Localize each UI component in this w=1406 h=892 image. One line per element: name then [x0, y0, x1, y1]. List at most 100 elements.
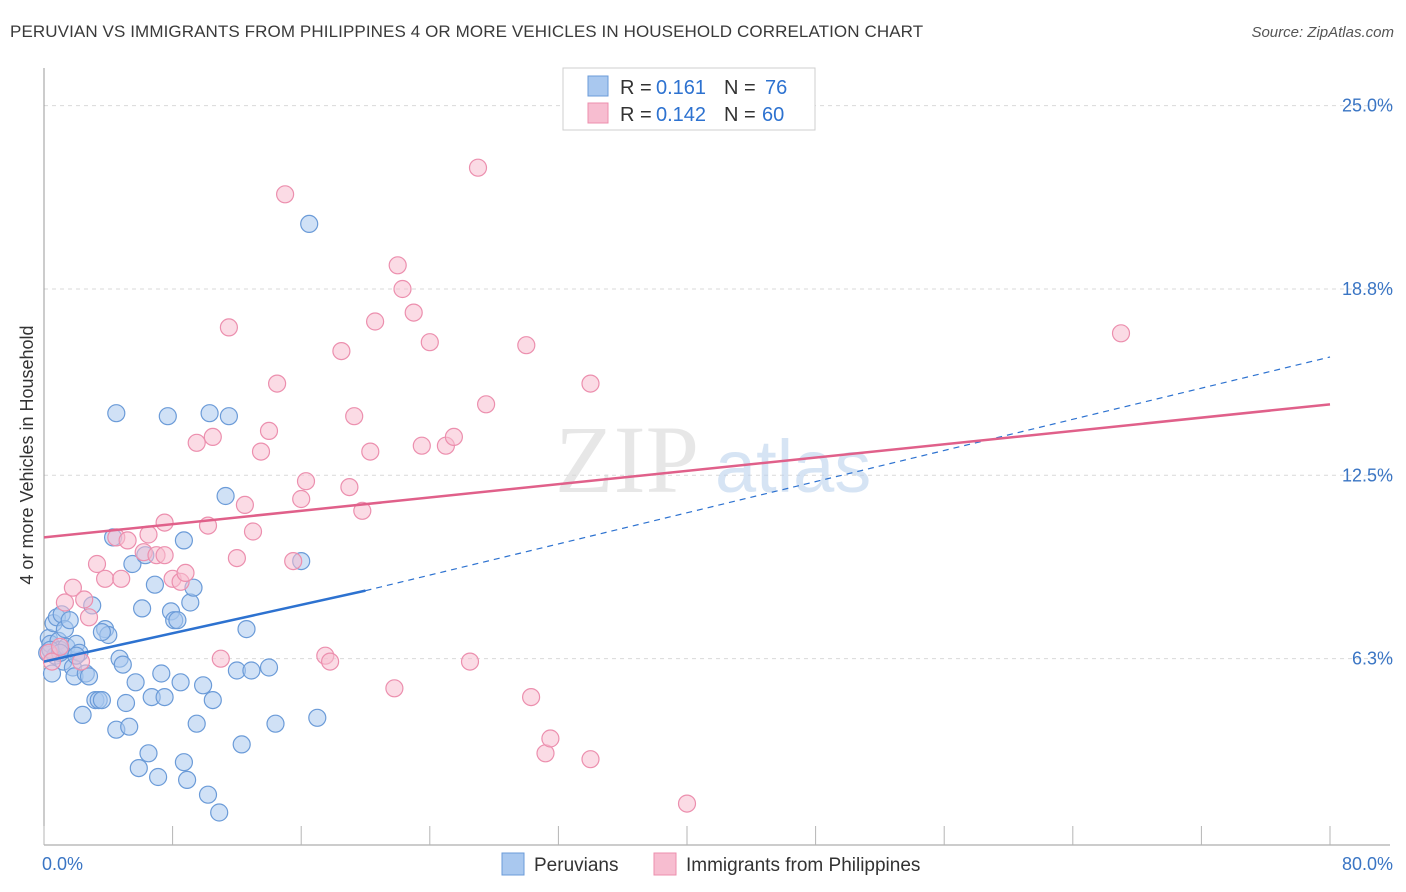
peruvians-point-13: [60, 611, 79, 630]
bottom-legend-label-philippines: Immigrants from Philippines: [686, 855, 920, 876]
legend-r-value-1: 0.161: [656, 77, 706, 99]
peruvians-point-61: [232, 735, 251, 754]
legend-swatch-peruvians: [587, 75, 609, 97]
philippines-point-47: [404, 303, 423, 322]
peruvians-point-74: [92, 622, 112, 642]
philippines-point-24: [211, 649, 230, 668]
chart-source: Source: ZipAtlas.com: [1251, 24, 1394, 41]
peruvians-point-59: [219, 407, 238, 426]
philippines-point-33: [284, 551, 303, 571]
philippines-point-48: [412, 436, 431, 455]
peruvians-point-31: [116, 693, 136, 713]
philippines-point-49: [420, 333, 439, 352]
peruvians-point-24: [92, 690, 112, 710]
philippines-point-31: [268, 374, 287, 393]
philippines-point-51: [444, 427, 463, 446]
bottom-legend-swatch-philippines: [653, 852, 677, 876]
peruvians-point-62: [237, 619, 256, 639]
peruvians-point-34: [126, 673, 145, 692]
legend-r-value-2: 0.142: [656, 104, 706, 126]
x-tick-label-max: 80.0%: [1342, 854, 1393, 874]
philippines-point-58: [541, 729, 560, 748]
peruvians-point-36: [133, 599, 152, 618]
philippines-point-38: [332, 342, 351, 361]
trend-lines: [43, 356, 1331, 663]
philippines-point-20: [176, 563, 195, 583]
philippines-point-29: [251, 442, 271, 461]
philippines-point-43: [366, 312, 385, 331]
philippines-trend: [43, 403, 1331, 539]
philippines-point-4: [63, 578, 83, 597]
peruvians-point-50: [178, 770, 197, 790]
philippines-point-27: [235, 495, 254, 514]
legend-n-value-2: 60: [762, 104, 784, 126]
philippines-point-42: [361, 442, 380, 461]
philippines-point-30: [259, 421, 279, 440]
peruvians-point-53: [187, 714, 206, 733]
philippines-point-34: [292, 489, 311, 509]
peruvians-point-38: [139, 744, 158, 763]
philippines-point-8: [87, 554, 107, 574]
philippines-point-59: [581, 750, 600, 769]
philippines-point-26: [227, 548, 246, 568]
philippines-point-40: [345, 407, 364, 426]
philippines-point-56: [521, 687, 541, 707]
peruvians-point-70: [200, 404, 219, 423]
peruvians-point-49: [174, 753, 193, 772]
philippines-point-25: [219, 318, 238, 337]
philippines-point-6: [75, 590, 94, 609]
peruvians-point-18: [73, 705, 92, 725]
peruvians-point-57: [210, 803, 229, 822]
bottom-legend-swatch-peruvians: [501, 852, 525, 876]
peruvians-point-67: [300, 214, 319, 233]
y-tick-label-1: 12.5%: [1342, 465, 1393, 485]
grid-lines: [44, 105, 1392, 660]
peruvians-point-54: [194, 676, 213, 695]
philippines-point-45: [388, 256, 407, 275]
peruvians-trend-dashed: [365, 356, 1331, 592]
philippines-point-35: [296, 472, 316, 491]
correlation-legend: R = 0.161 N = 76 R = 0.142 N = 60: [562, 67, 816, 131]
philippines-point-46: [393, 279, 412, 299]
peruvians-point-48: [171, 673, 190, 692]
philippines-point-61: [677, 794, 697, 813]
philippines-point-41: [353, 501, 372, 520]
y-tick-label-3: 25.0%: [1342, 96, 1393, 116]
philippines-point-23: [203, 427, 222, 446]
philippines-point-54: [477, 395, 496, 414]
peruvians-point-42: [152, 664, 171, 683]
peruvians-point-63: [242, 661, 261, 680]
philippines-point-60: [581, 374, 600, 393]
philippines-point-11: [112, 569, 131, 588]
peruvians-point-51: [181, 593, 200, 612]
x-tick-label-min: 0.0%: [42, 854, 83, 874]
philippines-point-2: [50, 637, 70, 656]
philippines-point-55: [517, 336, 536, 355]
peruvians-point-55: [198, 785, 218, 804]
peruvians-point-20: [79, 667, 99, 686]
legend-r-label-1: R =: [620, 77, 652, 99]
y-axis-label: 4 or more Vehicles in Household: [17, 325, 37, 584]
philippines-point-52: [460, 652, 480, 671]
philippines-point-39: [340, 478, 359, 497]
philippines-point-17: [155, 513, 174, 532]
philippines-point-12: [118, 531, 137, 550]
peruvians-point-44: [158, 407, 177, 426]
peruvians-point-64: [259, 658, 279, 677]
philippines-point-3: [55, 593, 75, 612]
series-peruvians-points: [38, 214, 327, 822]
watermark: ZIP atlas: [555, 406, 871, 513]
legend-n-label-1: N =: [724, 77, 756, 99]
philippines-point-16: [155, 546, 174, 565]
peruvians-point-65: [266, 714, 285, 733]
peruvians-point-58: [216, 486, 235, 506]
philippines-point-44: [385, 679, 404, 698]
x-axis-ticks: [43, 826, 1331, 845]
peruvians-point-40: [145, 575, 164, 594]
philippines-point-1: [42, 652, 62, 671]
y-tick-label-2: 18.8%: [1342, 279, 1393, 299]
y-axis-tick-labels: 6.3% 12.5% 18.8% 25.0%: [1342, 96, 1393, 669]
peruvians-trend-solid: [43, 589, 366, 663]
peruvians-point-43: [155, 687, 174, 707]
